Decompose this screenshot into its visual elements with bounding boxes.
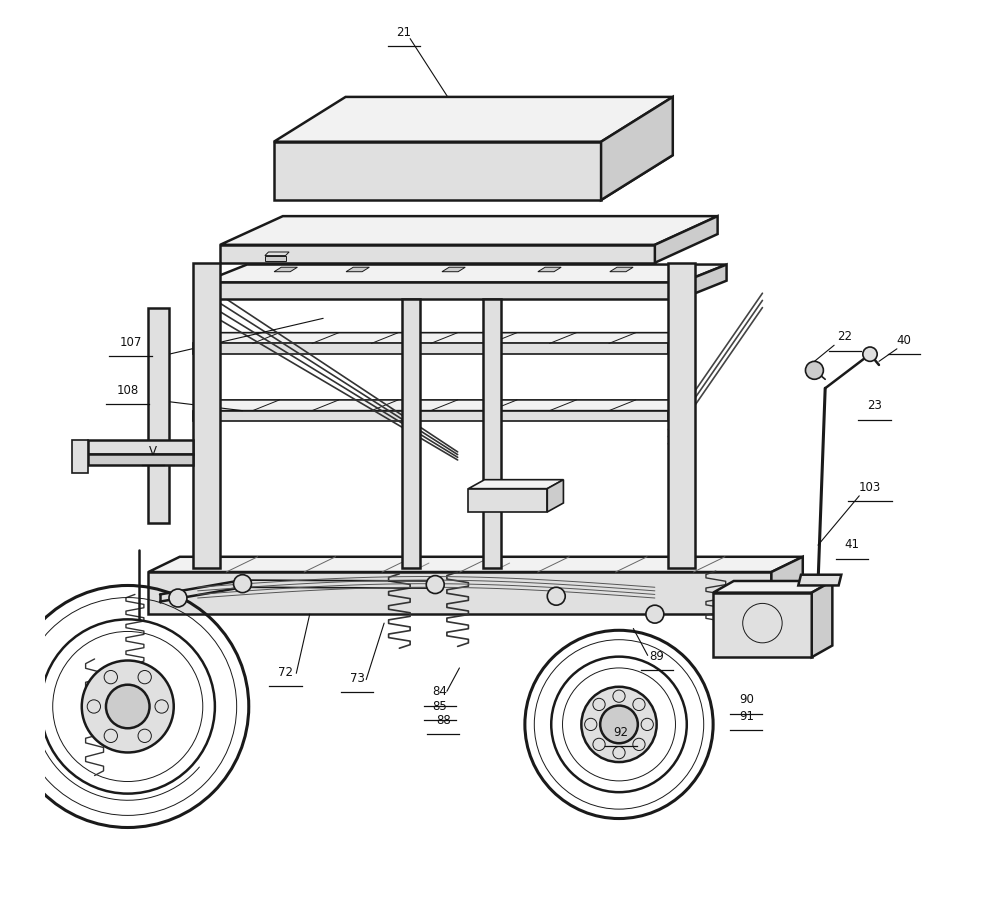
Circle shape	[612, 747, 624, 759]
Circle shape	[138, 670, 151, 684]
Text: 21: 21	[396, 25, 411, 39]
Circle shape	[612, 690, 624, 703]
Polygon shape	[713, 593, 810, 658]
Text: 41: 41	[844, 538, 859, 551]
Polygon shape	[193, 400, 694, 410]
Text: 40: 40	[895, 334, 911, 347]
Text: 88: 88	[436, 714, 451, 727]
Polygon shape	[681, 264, 726, 299]
Circle shape	[87, 700, 101, 713]
Polygon shape	[220, 216, 717, 244]
Polygon shape	[810, 581, 831, 658]
Polygon shape	[537, 267, 561, 272]
Text: 22: 22	[836, 330, 852, 344]
Polygon shape	[546, 480, 563, 512]
Polygon shape	[193, 262, 220, 567]
Polygon shape	[264, 252, 289, 255]
Polygon shape	[346, 267, 369, 272]
Circle shape	[82, 660, 174, 752]
Text: 72: 72	[278, 666, 293, 678]
Text: 89: 89	[649, 649, 664, 663]
Text: 73: 73	[349, 672, 364, 685]
Polygon shape	[600, 97, 672, 200]
Polygon shape	[771, 557, 802, 614]
Circle shape	[805, 362, 822, 379]
Polygon shape	[713, 581, 831, 593]
Circle shape	[862, 347, 877, 362]
Polygon shape	[202, 282, 681, 299]
Text: 85: 85	[432, 700, 447, 713]
Polygon shape	[148, 308, 169, 523]
Polygon shape	[442, 267, 464, 272]
Polygon shape	[88, 440, 193, 454]
Text: 107: 107	[119, 336, 141, 349]
Circle shape	[645, 605, 664, 623]
Text: 103: 103	[858, 481, 880, 494]
Polygon shape	[148, 557, 802, 572]
Circle shape	[593, 738, 604, 750]
Text: 92: 92	[612, 726, 628, 739]
Text: 23: 23	[866, 400, 881, 412]
Circle shape	[632, 738, 645, 750]
Polygon shape	[668, 262, 694, 567]
Text: V: V	[149, 446, 157, 458]
Polygon shape	[798, 575, 840, 585]
Text: 84: 84	[432, 686, 447, 698]
Polygon shape	[468, 489, 546, 512]
Polygon shape	[193, 333, 694, 344]
Polygon shape	[468, 480, 563, 489]
Circle shape	[234, 575, 251, 593]
Polygon shape	[274, 267, 297, 272]
Polygon shape	[193, 344, 668, 354]
Polygon shape	[401, 299, 420, 567]
Circle shape	[155, 700, 169, 713]
Circle shape	[105, 729, 117, 742]
Circle shape	[632, 698, 645, 711]
Circle shape	[138, 729, 151, 742]
Text: 90: 90	[739, 694, 753, 706]
Text: 108: 108	[116, 384, 139, 397]
Polygon shape	[609, 267, 632, 272]
Polygon shape	[148, 572, 771, 614]
Polygon shape	[193, 410, 668, 421]
Circle shape	[546, 587, 565, 605]
Circle shape	[106, 685, 150, 728]
Circle shape	[169, 589, 186, 607]
Polygon shape	[482, 299, 500, 567]
Circle shape	[426, 575, 444, 594]
Polygon shape	[273, 142, 600, 200]
Polygon shape	[72, 440, 88, 473]
Polygon shape	[654, 216, 717, 262]
Circle shape	[593, 698, 604, 711]
Polygon shape	[220, 244, 654, 262]
Circle shape	[599, 705, 637, 743]
Circle shape	[581, 686, 656, 762]
Text: 91: 91	[739, 710, 753, 723]
Polygon shape	[202, 264, 726, 282]
Circle shape	[641, 718, 653, 731]
Polygon shape	[273, 97, 672, 142]
Circle shape	[105, 670, 117, 684]
Polygon shape	[264, 255, 285, 261]
Circle shape	[584, 718, 597, 731]
Polygon shape	[88, 454, 193, 465]
